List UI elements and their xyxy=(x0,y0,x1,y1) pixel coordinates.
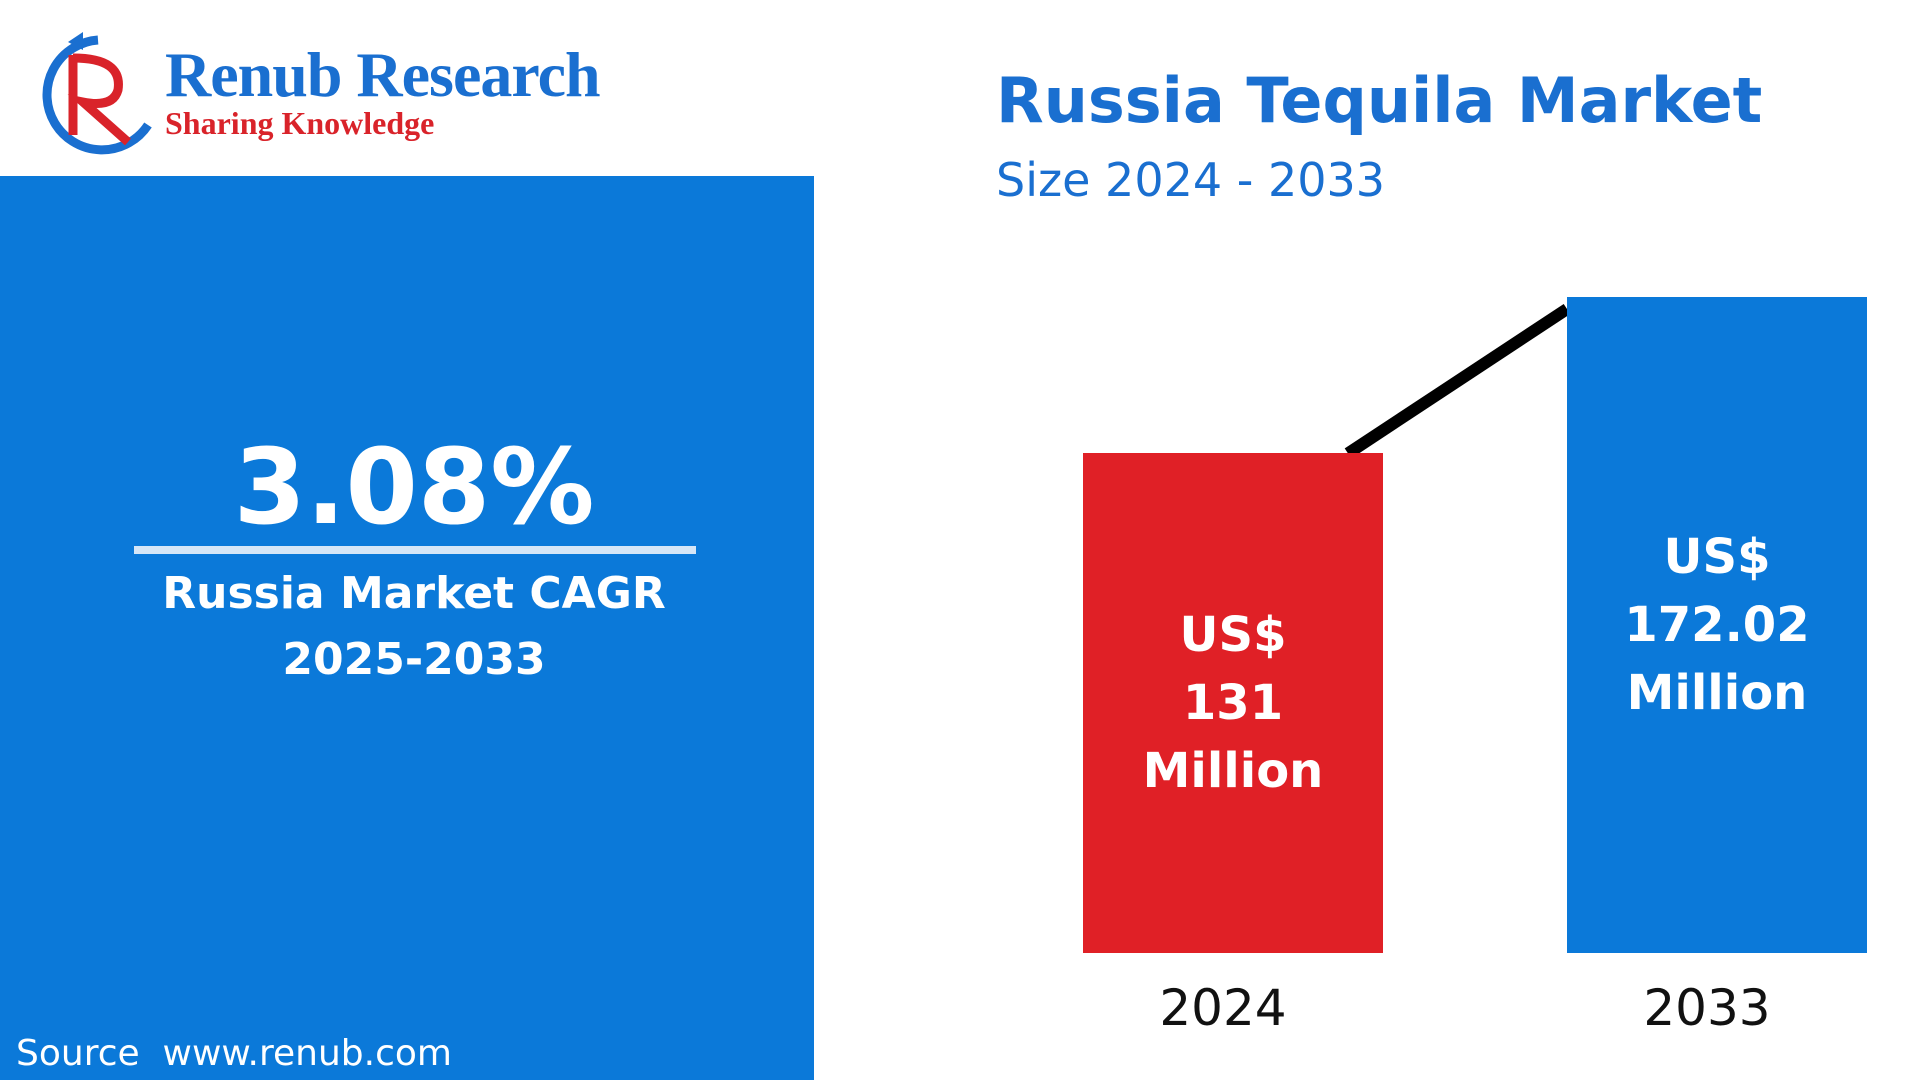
x-tick-label: 2033 xyxy=(1643,979,1771,1037)
cagr-value: 3.08% xyxy=(233,426,595,548)
x-tick-label: 2024 xyxy=(1159,979,1287,1037)
value-label: US$ 131 Million xyxy=(1142,607,1324,800)
source: Source www.renub.com xyxy=(16,1033,452,1074)
cagr-caption: Russia Market CAGR xyxy=(162,568,666,619)
cagr-panel: 3.08% Russia Market CAGR 2025-2033 Sourc… xyxy=(0,176,814,1080)
value-label: US$ 172.02 Million xyxy=(1624,529,1810,721)
connector xyxy=(1344,303,1571,459)
logo-name: Renub Research xyxy=(165,39,601,110)
cagr-period: 2025-2033 xyxy=(282,634,546,685)
logo-tagline: Sharing Knowledge xyxy=(165,105,435,141)
bar: US$ 172.02 Million xyxy=(1567,297,1867,953)
divider xyxy=(134,546,696,554)
chart-title: Russia Tequila Market xyxy=(996,64,1763,137)
bar: US$ 131 Million xyxy=(1083,453,1383,953)
logo-icon xyxy=(42,32,152,155)
chart-subtitle: Size 2024 - 2033 xyxy=(996,153,1386,207)
